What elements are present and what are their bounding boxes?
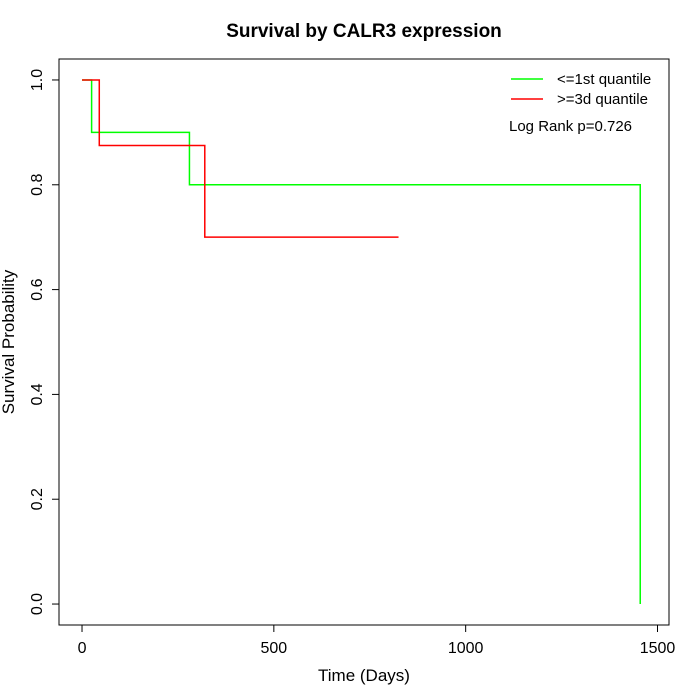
y-tick-label: 0.6 xyxy=(29,278,46,300)
x-tick-label: 500 xyxy=(260,640,287,657)
legend-label-series-1: <=1st quantile xyxy=(557,71,651,88)
y-tick-label: 0.0 xyxy=(29,593,46,615)
series-line-1 xyxy=(82,79,641,605)
x-axis: 0 500 1000 1500 xyxy=(78,624,676,657)
x-tick-label: 0 xyxy=(78,640,87,657)
plot-frame xyxy=(58,58,670,626)
series-line-2 xyxy=(82,79,399,238)
y-tick-label: 1.0 xyxy=(29,69,46,91)
log-rank-annotation: Log Rank p=0.726 xyxy=(509,118,632,135)
legend: <=1st quantile >=3d quantile xyxy=(511,71,651,108)
y-axis: 0.0 0.2 0.4 0.6 0.8 1.0 xyxy=(29,69,60,615)
legend-label-series-2: >=3d quantile xyxy=(557,91,648,108)
x-tick-label: 1000 xyxy=(448,640,484,657)
x-axis-label: Time (Days) xyxy=(318,666,410,685)
y-axis-label: Survival Probability xyxy=(0,269,18,414)
y-tick-label: 0.4 xyxy=(29,383,46,405)
chart-title: Survival by CALR3 expression xyxy=(226,21,502,42)
x-tick-label: 1500 xyxy=(640,640,676,657)
y-tick-label: 0.8 xyxy=(29,174,46,196)
series-layer xyxy=(82,79,641,605)
y-tick-label: 0.2 xyxy=(29,488,46,510)
